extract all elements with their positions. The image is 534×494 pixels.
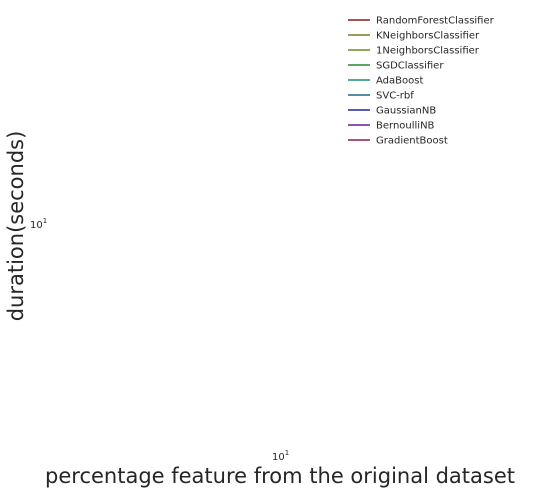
x-axis-label: percentage feature from the original dat…: [45, 464, 515, 488]
legend-item: 1NeighborsClassifier: [348, 46, 480, 57]
legend-label: SVC-rbf: [376, 91, 414, 102]
legend-item: KNeighborsClassifier: [348, 31, 480, 42]
legend-label: BernoulliNB: [376, 121, 435, 132]
x-tick-exponent: 1: [285, 449, 289, 457]
y-axis-label: duration(seconds): [4, 131, 28, 322]
y-tick-label: 101: [30, 217, 47, 231]
legend-label: GaussianNB: [376, 106, 436, 117]
x-tick-label: 101: [272, 449, 289, 463]
legend-label: GradientBoost: [376, 136, 448, 147]
legend-item: BernoulliNB: [348, 121, 435, 132]
legend-item: RandomForestClassifier: [348, 16, 495, 27]
legend-item: AdaBoost: [348, 76, 423, 87]
legend-label: 1NeighborsClassifier: [376, 46, 480, 57]
legend-item: SGDClassifier: [348, 61, 444, 72]
legend-item: GradientBoost: [348, 136, 448, 147]
legend-label: RandomForestClassifier: [376, 16, 495, 27]
plot-area: 101 101: [30, 217, 289, 463]
legend-label: AdaBoost: [376, 76, 423, 87]
legend-label: SGDClassifier: [376, 61, 444, 72]
y-tick-base: 10: [30, 220, 43, 231]
legend-item: SVC-rbf: [348, 91, 414, 102]
legend-label: KNeighborsClassifier: [376, 31, 480, 42]
x-tick-base: 10: [272, 452, 285, 463]
y-tick-exponent: 1: [43, 217, 47, 225]
legend: RandomForestClassifier KNeighborsClassifi…: [348, 16, 495, 147]
legend-item: GaussianNB: [348, 106, 436, 117]
